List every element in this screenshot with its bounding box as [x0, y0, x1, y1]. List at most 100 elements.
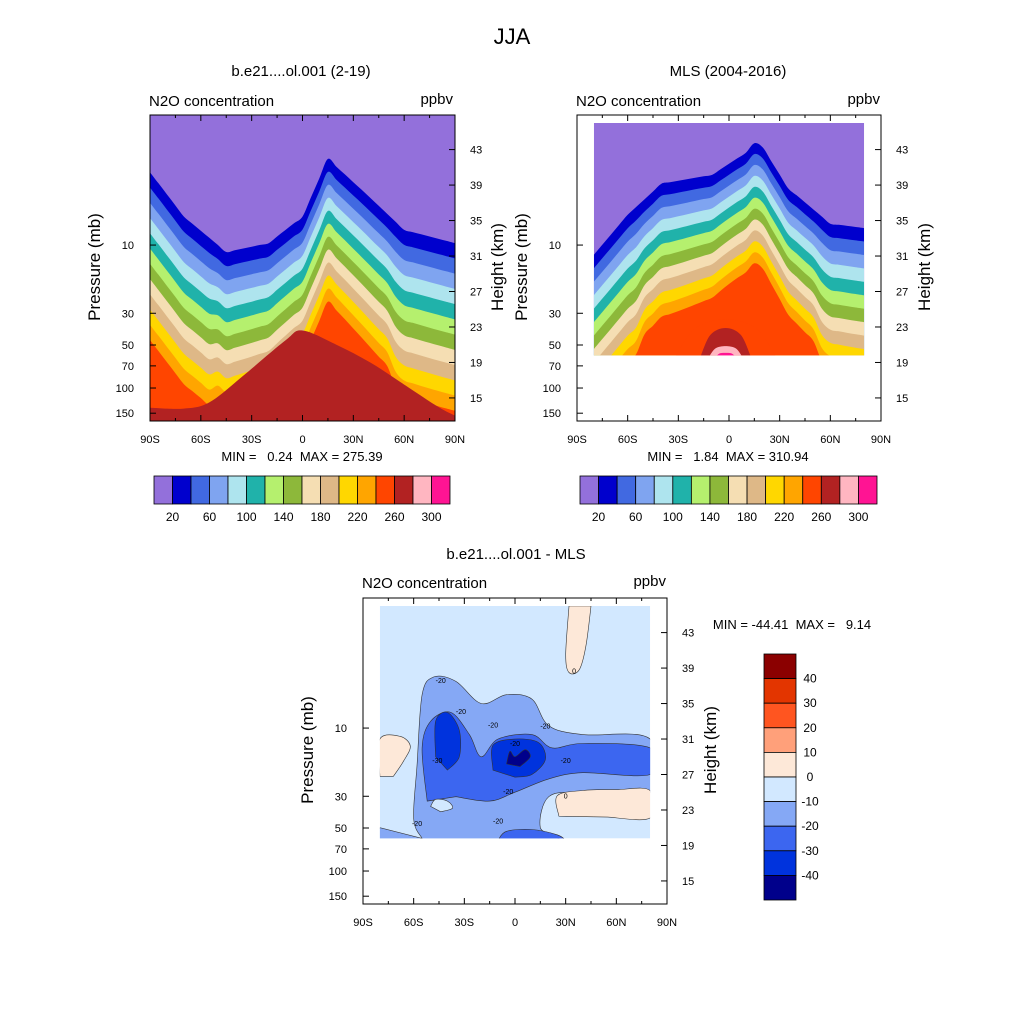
y-tick-label: 50 — [549, 340, 561, 352]
contour-core — [506, 749, 531, 767]
y-right-tick-label: 35 — [896, 216, 908, 228]
panel-title: b.e21....ol.001 - MLS — [446, 546, 585, 563]
colorbar-swatch — [431, 475, 451, 505]
contour-plot: -20 -20 -20 -20 -30 -20 -20 0 -20 -20 -20 0 90S 60S 30… — [329, 597, 694, 929]
contour-fill — [379, 605, 651, 839]
y-right-tick-label: 31 — [470, 251, 482, 263]
contour-label: -20 — [493, 818, 503, 825]
y-right-tick-label: 39 — [896, 180, 908, 192]
colorbar-swatch — [153, 475, 173, 505]
panel-title: MLS (2004-2016) — [670, 63, 787, 80]
contour-core — [717, 352, 735, 356]
colorbar-swatch — [357, 475, 377, 505]
y-tick-label: 10 — [122, 240, 134, 252]
y-tick-label: 70 — [122, 361, 134, 373]
y-tick-label: 50 — [122, 340, 134, 352]
panel-difference: b.e21....ol.001 - MLS N2O concentration … — [298, 546, 871, 929]
panel-observations: MLS (2004-2016) N2O concentration ppbv 9… — [512, 63, 934, 524]
panel-left-label: N2O concentration — [362, 575, 487, 592]
x-tick-label: 90S — [140, 434, 160, 446]
colorbar-swatch — [190, 475, 210, 505]
colorbar-swatch — [283, 475, 303, 505]
panel-units-label: ppbv — [420, 91, 453, 108]
colorbar-swatch — [765, 475, 785, 505]
colorbar-swatch — [690, 475, 711, 505]
colorbar-label: 20 — [803, 721, 817, 735]
x-tick-label: 30S — [242, 434, 262, 446]
y-right-tick-label: 43 — [896, 145, 908, 157]
colorbar-swatch — [763, 727, 797, 753]
contour-band — [150, 330, 455, 421]
x-tick-label: 60N — [394, 434, 414, 446]
contour-label: -20 — [503, 789, 513, 796]
x-tick-label: 0 — [726, 434, 732, 446]
y-tick-label: 30 — [549, 308, 561, 320]
x-tick-label: 60S — [191, 434, 211, 446]
colorbar-swatch — [858, 475, 878, 505]
colorbar-label: 180 — [737, 510, 757, 524]
contour-label: -20 — [456, 709, 466, 716]
y-right-tick-label: 15 — [896, 393, 908, 405]
y-tick-label: 30 — [122, 308, 134, 320]
colorbar-swatch — [394, 475, 414, 505]
y-axis-label: Pressure (mb) — [298, 696, 317, 804]
y-right-tick-label: 27 — [682, 770, 694, 782]
y-tick-label: 150 — [329, 891, 347, 903]
contour-label: -20 — [488, 722, 498, 729]
colorbar-swatch — [375, 475, 395, 505]
colorbar-label: 20 — [592, 510, 606, 524]
colorbar-swatch — [246, 475, 266, 505]
x-tick-label: 60S — [404, 917, 424, 929]
contour-positive — [379, 734, 411, 777]
y-tick-label: 150 — [543, 408, 561, 420]
y-right-tick-label: 23 — [682, 805, 694, 817]
y-right-tick-label: 35 — [682, 699, 694, 711]
colorbar-label: -30 — [801, 844, 819, 858]
contour-region — [430, 798, 454, 813]
y-tick-label: 50 — [335, 823, 347, 835]
y-right-tick-label: 23 — [470, 322, 482, 334]
colorbar-swatch — [763, 678, 797, 704]
colorbar-label: 220 — [347, 510, 367, 524]
colorbar-swatch — [763, 825, 797, 852]
panel-model: b.e21....ol.001 (2-19) N2O concentration… — [85, 63, 507, 524]
colorbar-swatch — [635, 475, 655, 505]
colorbar: 20 60 100 140 180 220 260 300 — [579, 475, 878, 524]
colorbar-swatch — [763, 801, 797, 827]
y-right-tick-label: 31 — [682, 734, 694, 746]
min-max-stats: MIN = -44.41 MAX = 9.14 — [713, 617, 871, 632]
colorbar-swatch — [763, 776, 797, 803]
colorbar-swatch — [412, 475, 432, 505]
colorbar-label: 60 — [629, 510, 643, 524]
x-tick-label: 90N — [445, 434, 465, 446]
y-tick-label: 100 — [116, 383, 134, 395]
colorbar-swatch — [616, 475, 637, 505]
contour-label: -20 — [412, 821, 422, 828]
colorbar: 20 60 100 140 180 220 260 300 — [153, 475, 451, 524]
contour-fill — [150, 115, 455, 421]
contour-core — [709, 346, 742, 356]
y-axis-label: Pressure (mb) — [85, 213, 104, 321]
colorbar-label: 100 — [236, 510, 256, 524]
contour-label: -20 — [436, 678, 446, 685]
x-tick-label: 0 — [512, 917, 518, 929]
y-right-tick-label: 43 — [470, 145, 482, 157]
min-max-stats: MIN = 1.84 MAX = 310.94 — [647, 449, 808, 464]
y-tick-label: 70 — [549, 361, 561, 373]
contour-label: -20 — [510, 741, 520, 748]
colorbar-swatch — [598, 475, 618, 505]
colorbar-label: 0 — [807, 770, 814, 784]
x-tick-label: 30N — [770, 434, 790, 446]
colorbar-swatch — [172, 475, 192, 505]
y-right-tick-label: 15 — [470, 393, 482, 405]
x-tick-label: 60S — [618, 434, 638, 446]
colorbar-label: 300 — [848, 510, 868, 524]
y-right-tick-label: 39 — [470, 180, 482, 192]
colorbar-swatch — [839, 475, 859, 505]
y-axis-right-label: Height (km) — [915, 223, 934, 311]
colorbar-label: 60 — [203, 510, 217, 524]
colorbar-label: 140 — [273, 510, 293, 524]
panel-title: b.e21....ol.001 (2-19) — [231, 63, 370, 80]
x-tick-label: 60N — [606, 917, 626, 929]
